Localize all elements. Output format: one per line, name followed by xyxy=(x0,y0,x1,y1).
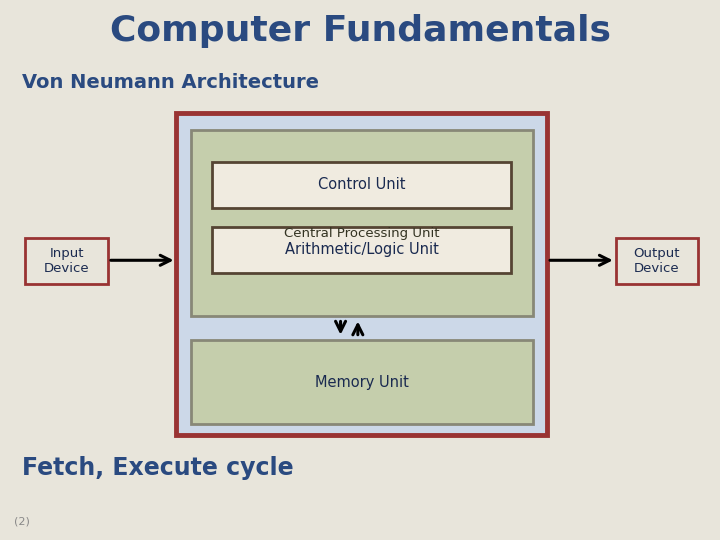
Text: Control Unit: Control Unit xyxy=(318,178,405,192)
Text: Memory Unit: Memory Unit xyxy=(315,375,409,389)
FancyBboxPatch shape xyxy=(191,130,533,316)
FancyBboxPatch shape xyxy=(176,113,547,435)
FancyBboxPatch shape xyxy=(212,227,511,273)
Text: Computer Fundamentals: Computer Fundamentals xyxy=(109,14,611,48)
FancyBboxPatch shape xyxy=(191,340,533,424)
Text: Input
Device: Input Device xyxy=(44,247,89,274)
FancyBboxPatch shape xyxy=(616,238,698,284)
Text: Fetch, Execute cycle: Fetch, Execute cycle xyxy=(22,456,293,480)
Text: Output
Device: Output Device xyxy=(634,247,680,274)
Text: Arithmetic/Logic Unit: Arithmetic/Logic Unit xyxy=(285,242,438,257)
Text: Von Neumann Architecture: Von Neumann Architecture xyxy=(22,73,319,92)
FancyBboxPatch shape xyxy=(25,238,108,284)
Text: (2): (2) xyxy=(14,516,30,526)
Text: Central Processing Unit: Central Processing Unit xyxy=(284,227,439,240)
FancyBboxPatch shape xyxy=(212,162,511,208)
